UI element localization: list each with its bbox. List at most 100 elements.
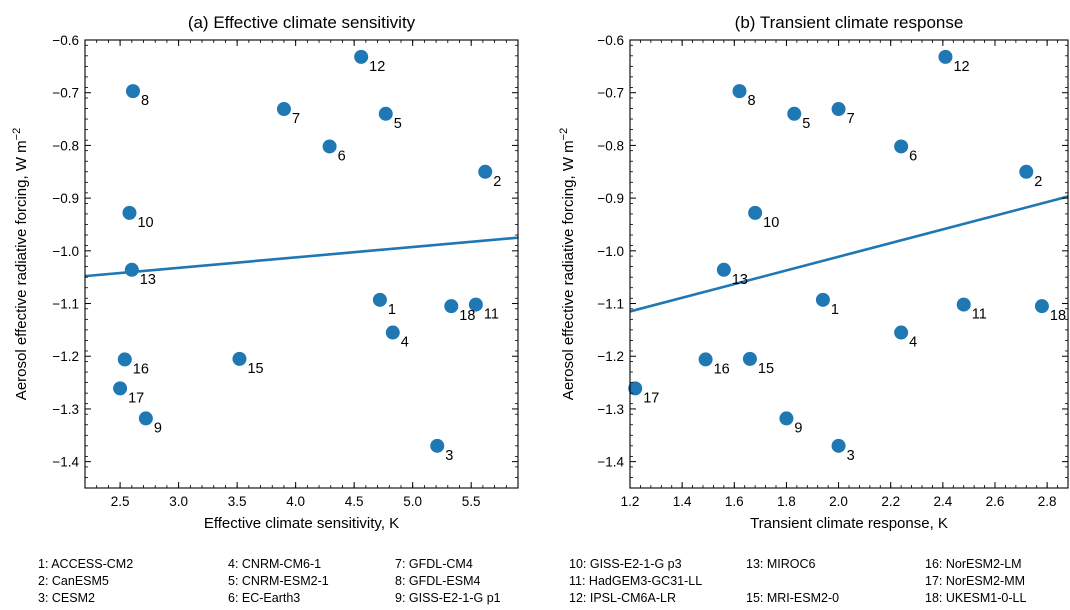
y-tick-label: −1.0 — [52, 244, 79, 259]
point-label: 17 — [643, 390, 659, 406]
x-axis-label: Effective climate sensitivity, K — [204, 515, 399, 532]
point-label: 7 — [847, 111, 855, 127]
point-label: 11 — [484, 307, 499, 323]
legend-entry: 7: GFDL-CM4 — [395, 557, 473, 571]
data-point — [787, 106, 802, 121]
y-tick-label: −1.1 — [52, 297, 79, 312]
y-axis-label-main: Aerosol effective radiative forcing, W m — [560, 140, 577, 400]
legend-column-3: 7: GFDL-CM4 8: GFDL-ESM4 9: GISS-E2-1-G … — [395, 556, 501, 607]
y-axis-label: Aerosol effective radiative forcing, W m… — [558, 128, 577, 400]
legend-entry: 15: MRI-ESM2-0 — [746, 591, 840, 605]
legend-entry: 12: IPSL-CM6A-LR — [569, 591, 676, 605]
y-tick-label: −1.2 — [597, 349, 624, 364]
chart-title: (a) Effective climate sensitivity — [188, 13, 416, 32]
data-point — [354, 49, 369, 64]
x-tick-label: 2.8 — [1038, 494, 1057, 509]
data-point — [322, 139, 337, 154]
point-label: 9 — [794, 420, 802, 436]
data-point — [732, 84, 747, 99]
chart-title: (b) Transient climate response — [735, 13, 964, 32]
point-label: 3 — [847, 448, 855, 464]
point-label: 7 — [292, 111, 300, 127]
point-label: 6 — [909, 148, 917, 164]
point-label: 17 — [128, 390, 144, 406]
data-point — [716, 262, 731, 277]
legend-entry: 16: NorESM2-LM — [925, 557, 1022, 571]
legend-entry: 8: GFDL-ESM4 — [395, 574, 481, 588]
y-axis-label-exponent: −2 — [558, 128, 570, 141]
point-label: 18 — [1050, 308, 1066, 324]
y-tick-label: −1.4 — [597, 455, 624, 470]
data-point — [894, 139, 909, 154]
point-label: 2 — [1034, 174, 1042, 190]
legend-entry: 10: GISS-E2-1-G p3 — [569, 557, 682, 571]
legend-column-5: 13: MIROC6 15: MRI-ESM2-0 — [746, 556, 839, 607]
y-tick-label: −0.8 — [597, 138, 624, 153]
data-point — [117, 352, 132, 367]
y-axis-label: Aerosol effective radiative forcing, W m… — [11, 128, 30, 400]
x-tick-label: 2.2 — [881, 494, 900, 509]
data-point — [938, 49, 953, 64]
data-point — [779, 411, 794, 426]
legend-entry: 3: CESM2 — [38, 591, 95, 605]
x-tick-label: 2.4 — [933, 494, 952, 509]
data-point — [124, 262, 139, 277]
data-point — [831, 102, 846, 117]
data-point — [444, 299, 459, 314]
point-label: 10 — [763, 215, 779, 231]
x-tick-label: 1.2 — [621, 494, 640, 509]
point-label: 1 — [388, 302, 396, 318]
point-label: 16 — [714, 361, 730, 377]
point-label: 13 — [140, 272, 156, 288]
y-axis-label-main: Aerosol effective radiative forcing, W m — [13, 140, 30, 400]
legend-entry: 6: EC-Earth3 — [228, 591, 301, 605]
point-label: 1 — [831, 302, 839, 318]
legend-entry: 5: CNRM-ESM2-1 — [228, 574, 329, 588]
point-label: 12 — [953, 59, 969, 75]
x-tick-label: 5.0 — [403, 494, 422, 509]
point-label: 8 — [141, 93, 149, 109]
data-point — [232, 351, 247, 366]
legend-entry: 18: UKESM1-0-LL — [925, 591, 1027, 605]
data-point — [478, 164, 493, 179]
data-point — [138, 411, 153, 426]
y-tick-label: −0.7 — [597, 86, 624, 101]
point-label: 9 — [154, 420, 162, 436]
y-tick-label: −0.9 — [597, 191, 624, 206]
y-tick-label: −1.4 — [52, 455, 79, 470]
x-tick-label: 1.8 — [777, 494, 796, 509]
y-tick-label: −0.9 — [52, 191, 79, 206]
data-point — [468, 297, 483, 312]
x-tick-label: 1.4 — [673, 494, 692, 509]
data-point — [113, 381, 128, 396]
y-tick-label: −0.8 — [52, 138, 79, 153]
point-label: 10 — [137, 215, 153, 231]
data-point — [430, 438, 445, 453]
data-point — [372, 292, 387, 307]
data-point — [815, 292, 830, 307]
point-label: 8 — [748, 93, 756, 109]
y-tick-label: −1.1 — [597, 297, 624, 312]
plot-frame — [84, 39, 519, 489]
x-tick-label: 2.0 — [829, 494, 848, 509]
y-axis-label-exponent: −2 — [11, 128, 23, 141]
data-point — [125, 84, 140, 99]
data-point — [742, 351, 757, 366]
point-label: 13 — [732, 272, 748, 288]
data-point — [894, 325, 909, 340]
legend-entry — [746, 573, 839, 590]
point-label: 4 — [401, 335, 409, 351]
data-point — [748, 205, 763, 220]
data-point — [1034, 299, 1049, 314]
x-tick-label: 4.0 — [286, 494, 305, 509]
data-point — [276, 102, 291, 117]
regression-line — [630, 195, 1068, 313]
data-point — [122, 205, 137, 220]
y-tick-label: −1.3 — [52, 402, 79, 417]
y-tick-label: −0.6 — [52, 33, 79, 48]
regression-line — [85, 236, 518, 278]
point-label: 4 — [909, 335, 917, 351]
point-label: 16 — [133, 361, 149, 377]
figure: (a) Effective climate sensitivity1234567… — [11, 13, 1069, 532]
legend-column-6: 16: NorESM2-LM 17: NorESM2-MM 18: UKESM1… — [925, 556, 1026, 607]
